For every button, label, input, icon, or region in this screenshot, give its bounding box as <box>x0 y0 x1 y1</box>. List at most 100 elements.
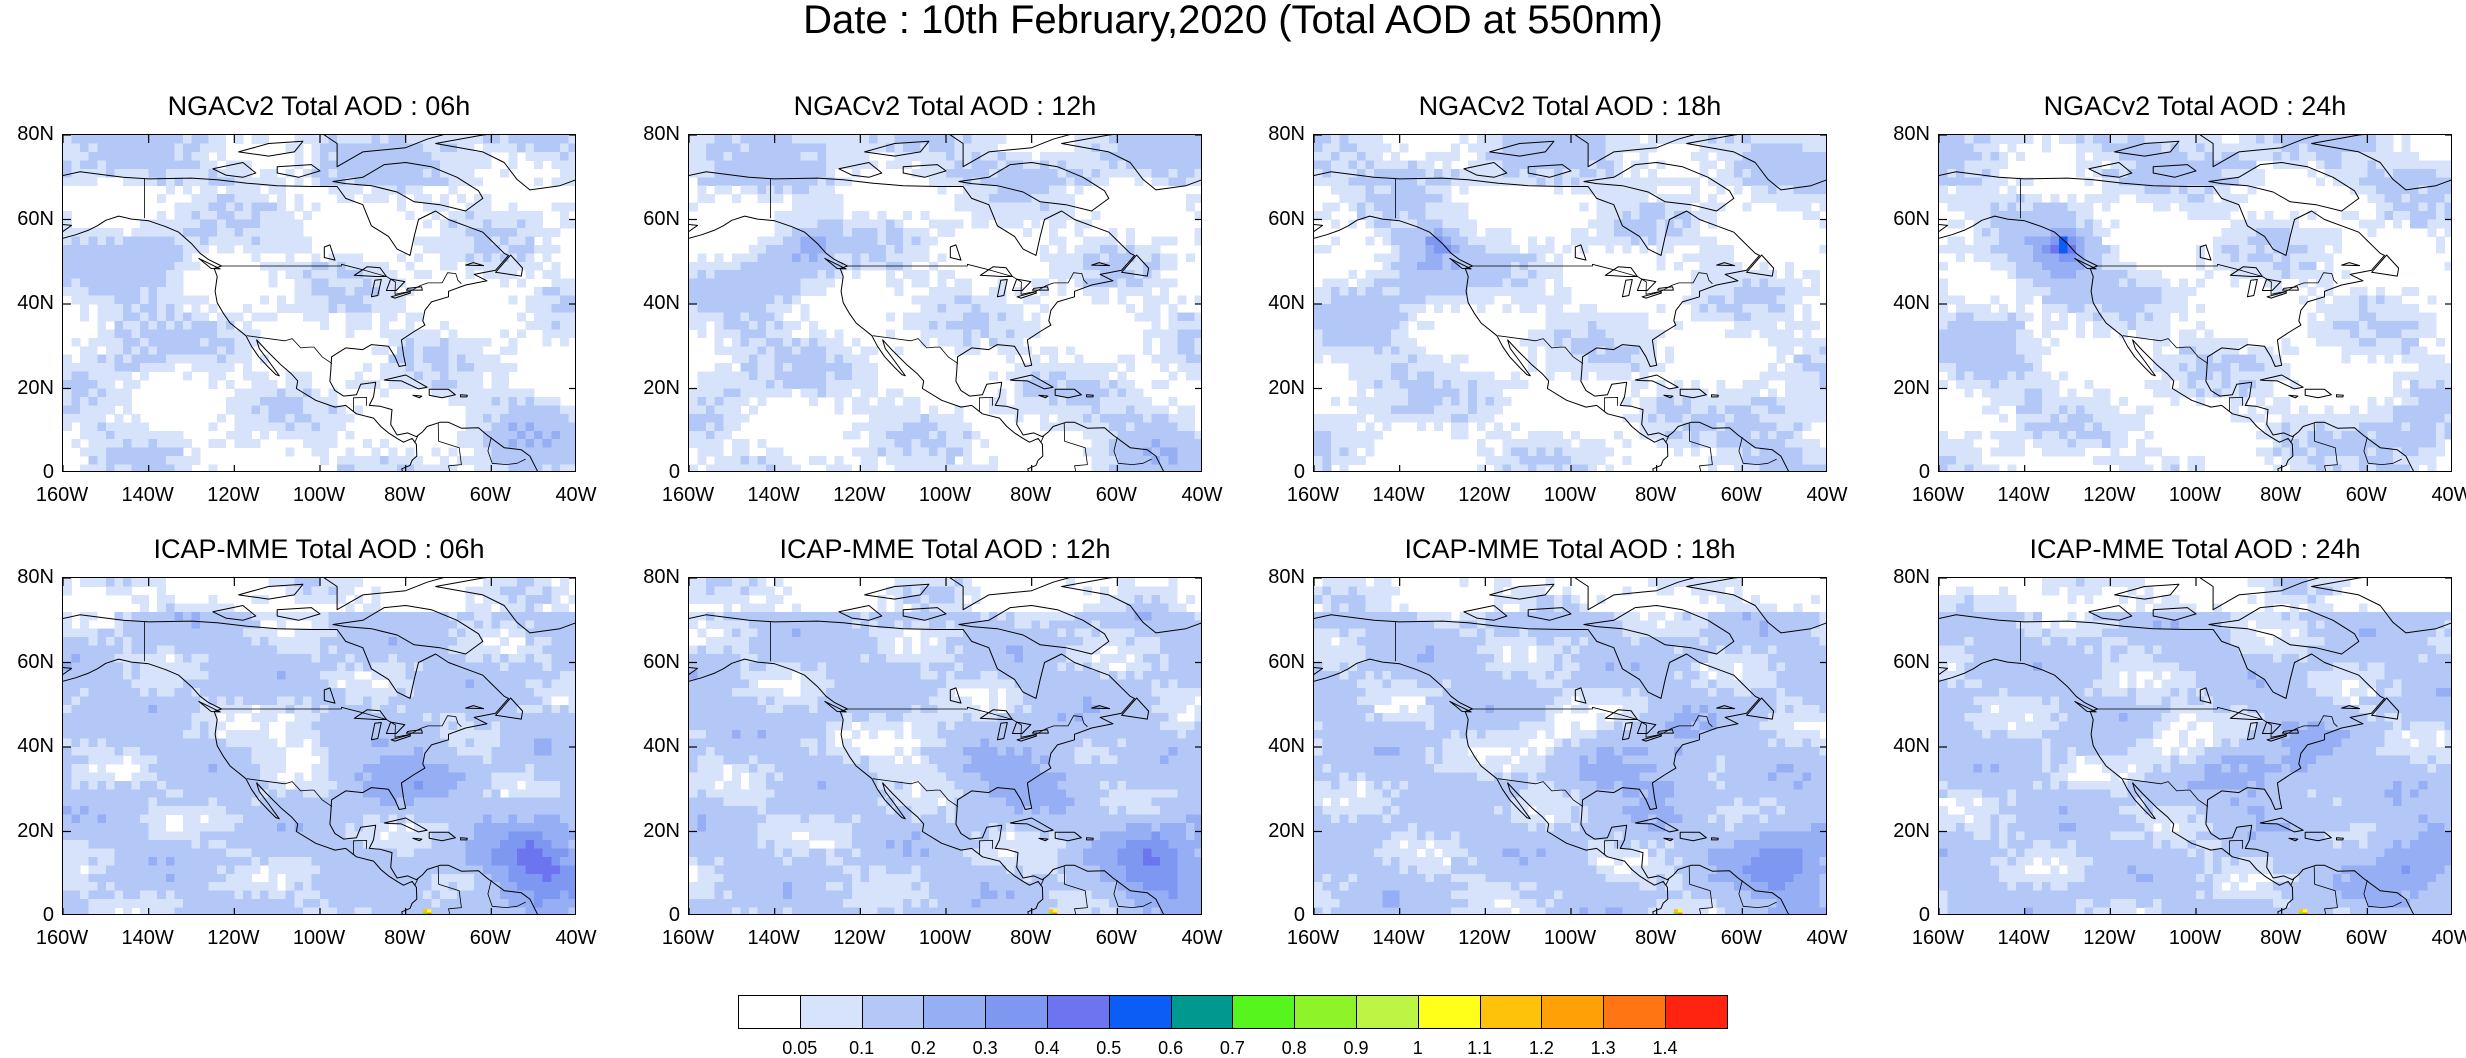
aod-map-panel <box>688 134 1202 472</box>
colorbar-tick-label: 0.8 <box>1269 1039 1319 1057</box>
lat-tick-label: 80N <box>630 123 680 145</box>
lat-tick-label: 20N <box>1255 377 1305 399</box>
colorbar-tick-label: 0.5 <box>1084 1039 1134 1057</box>
aod-grid-cells <box>689 578 1202 915</box>
lat-tick-label: 40N <box>1255 292 1305 314</box>
lat-tick-label: 40N <box>4 292 54 314</box>
lat-tick-label: 0 <box>630 904 680 926</box>
lon-tick-label: 140W <box>739 927 809 949</box>
colorbar-tick-label: 0.6 <box>1146 1039 1196 1057</box>
colorbar-swatch <box>862 995 925 1029</box>
panel-title: NGACv2 Total AOD : 18h <box>1253 91 1887 121</box>
colorbar-swatch <box>738 995 801 1029</box>
lon-tick-label: 140W <box>1989 927 2059 949</box>
lon-tick-label: 160W <box>27 927 97 949</box>
lon-tick-label: 140W <box>1364 484 1434 506</box>
colorbar-swatch <box>1480 995 1543 1029</box>
high-aod-hotspot <box>2299 909 2308 915</box>
lon-tick-label: 120W <box>2074 484 2144 506</box>
colorbar-swatch <box>1603 995 1666 1029</box>
lon-tick-label: 60W <box>1706 484 1776 506</box>
colorbar-tick-label: 0.9 <box>1331 1039 1381 1057</box>
lat-tick-label: 60N <box>1255 651 1305 673</box>
aod-field-svg <box>63 578 576 915</box>
lon-tick-label: 140W <box>1364 927 1434 949</box>
aod-map-panel <box>1938 134 2452 472</box>
lat-tick-label: 20N <box>1880 820 1930 842</box>
colorbar-swatch <box>1356 995 1419 1029</box>
high-aod-hotspot <box>423 909 432 915</box>
panel-title: ICAP-MME Total AOD : 24h <box>1878 534 2466 564</box>
colorbar-swatch <box>1418 995 1481 1029</box>
aod-grid-cells <box>1314 135 1827 472</box>
lat-tick-label: 80N <box>630 566 680 588</box>
lon-tick-label: 100W <box>284 927 354 949</box>
colorbar-tick-label: 1 <box>1393 1039 1443 1057</box>
colorbar-swatch <box>1109 995 1172 1029</box>
panel-title: NGACv2 Total AOD : 06h <box>2 91 636 121</box>
aod-field-svg <box>1939 578 2452 915</box>
lat-tick-label: 0 <box>630 461 680 483</box>
lon-tick-label: 80W <box>1621 484 1691 506</box>
colorbar-swatch <box>1294 995 1357 1029</box>
lat-tick-label: 20N <box>4 820 54 842</box>
lon-tick-label: 80W <box>370 484 440 506</box>
aod-field-svg <box>63 135 576 472</box>
colorbar-swatch <box>923 995 986 1029</box>
lat-tick-label: 40N <box>1880 735 1930 757</box>
lon-tick-label: 40W <box>1167 484 1237 506</box>
colorbar-swatch <box>1541 995 1604 1029</box>
lon-tick-label: 80W <box>2246 927 2316 949</box>
lon-tick-label: 100W <box>2160 484 2230 506</box>
colorbar-swatch <box>1665 995 1728 1029</box>
colorbar-swatch <box>800 995 863 1029</box>
aod-field-svg <box>1314 135 1827 472</box>
lon-tick-label: 40W <box>541 927 611 949</box>
aod-map-panel <box>1313 577 1827 915</box>
lon-tick-label: 160W <box>1278 927 1348 949</box>
lon-tick-label: 80W <box>2246 484 2316 506</box>
lon-tick-label: 160W <box>653 484 723 506</box>
colorbar-tick-label: 0.2 <box>898 1039 948 1057</box>
lat-tick-label: 40N <box>1880 292 1930 314</box>
lon-tick-label: 160W <box>1278 484 1348 506</box>
lon-tick-label: 60W <box>455 484 525 506</box>
lat-tick-label: 0 <box>1880 461 1930 483</box>
aod-map-panel <box>1938 577 2452 915</box>
lon-tick-label: 60W <box>2331 484 2401 506</box>
lon-tick-label: 120W <box>1449 484 1519 506</box>
lat-tick-label: 60N <box>630 651 680 673</box>
lon-tick-label: 100W <box>910 484 980 506</box>
colorbar-tick-label: 1.2 <box>1516 1039 1566 1057</box>
lat-tick-label: 60N <box>4 651 54 673</box>
lon-tick-label: 60W <box>1081 484 1151 506</box>
aod-map-panel <box>62 577 576 915</box>
lon-tick-label: 40W <box>1167 927 1237 949</box>
lat-tick-label: 0 <box>4 904 54 926</box>
aod-grid-cells <box>1314 578 1827 915</box>
lat-tick-label: 60N <box>4 208 54 230</box>
lon-tick-label: 100W <box>1535 484 1605 506</box>
colorbar-tick-label: 1.4 <box>1640 1039 1690 1057</box>
lon-tick-label: 60W <box>1706 927 1776 949</box>
lat-tick-label: 60N <box>630 208 680 230</box>
lat-tick-label: 40N <box>1255 735 1305 757</box>
colorbar-tick-label: 0.1 <box>837 1039 887 1057</box>
lat-tick-label: 0 <box>1255 461 1305 483</box>
aod-grid-cells <box>1939 135 2452 472</box>
lat-tick-label: 20N <box>630 377 680 399</box>
lon-tick-label: 120W <box>198 484 268 506</box>
lat-tick-label: 40N <box>630 292 680 314</box>
lon-tick-label: 80W <box>1621 927 1691 949</box>
lon-tick-label: 40W <box>2417 927 2466 949</box>
colorbar-swatch <box>1232 995 1295 1029</box>
figure-title: Date : 10th February,2020 (Total AOD at … <box>0 0 2466 40</box>
lon-tick-label: 40W <box>1792 927 1862 949</box>
colorbar-swatch <box>1047 995 1110 1029</box>
colorbar-tick-label: 0.7 <box>1207 1039 1257 1057</box>
lon-tick-label: 40W <box>2417 484 2466 506</box>
panel-title: NGACv2 Total AOD : 12h <box>628 91 1262 121</box>
lon-tick-label: 140W <box>113 927 183 949</box>
lon-tick-label: 140W <box>1989 484 2059 506</box>
lat-tick-label: 80N <box>1880 566 1930 588</box>
